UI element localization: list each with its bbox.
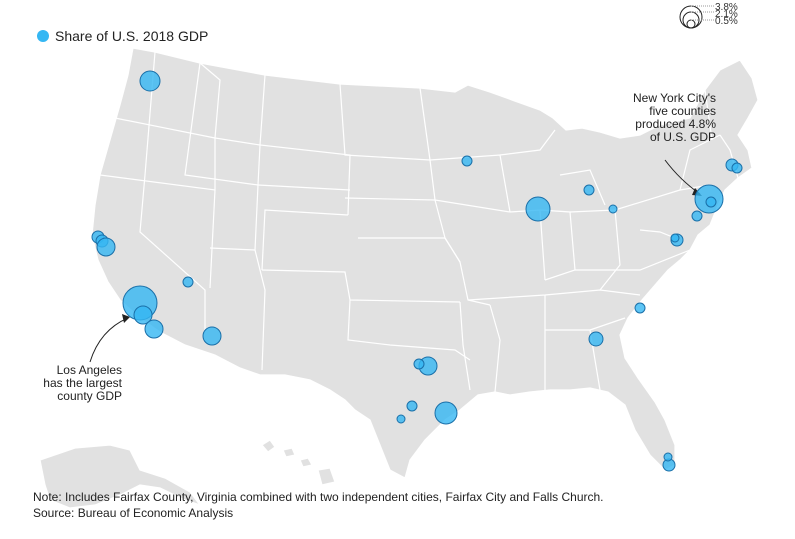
la-arrow <box>89 317 129 363</box>
alaska-land <box>39 444 202 509</box>
nyc-annotation-line: of U.S. GDP <box>649 130 716 144</box>
legend-dot-icon <box>37 30 49 42</box>
bubble-hennepin <box>461 155 473 167</box>
la-annotation-line: has the largest <box>43 376 122 390</box>
bubble-clark-county <box>182 276 194 288</box>
bubble-oakland <box>583 184 595 196</box>
note-text: Note: Includes Fairfax County, Virginia … <box>33 490 604 504</box>
bubble-bexar <box>396 414 406 424</box>
nyc-annotation: New York City's five counties produced 4… <box>596 92 716 144</box>
hawaii-land <box>261 439 336 486</box>
bubble-philadelphia <box>691 210 703 222</box>
bubble-san-diego <box>144 319 164 339</box>
gdp-bubbles <box>91 70 743 472</box>
bubble-suffolk-ma <box>731 162 743 174</box>
state-borders <box>99 51 739 393</box>
legend-label: Share of U.S. 2018 GDP <box>55 28 209 44</box>
bubble-alameda <box>96 237 116 257</box>
footnote: Note: Includes Fairfax County, Virginia … <box>33 489 604 521</box>
la-arrowhead <box>122 314 130 323</box>
size-legend-label-mid: 2.1% <box>715 9 738 20</box>
size-legend-label-large: 3.8% <box>715 2 738 13</box>
nyc-annotation-line: produced 4.8% <box>635 117 716 131</box>
bubble-nassau <box>705 196 717 208</box>
size-legend-label-small: 0.5% <box>715 16 738 27</box>
bubble-mecklenburg <box>634 302 646 314</box>
bubble-allegheny <box>608 204 618 214</box>
la-annotation-line: county GDP <box>57 389 122 403</box>
us-land <box>91 47 759 479</box>
source-text: Source: Bureau of Economic Analysis <box>33 506 234 520</box>
la-annotation: Los Angeles has the largest county GDP <box>22 364 122 403</box>
bubble-king-county <box>139 70 161 92</box>
bubble-tarrant <box>413 358 425 370</box>
nyc-annotation-line: five counties <box>649 104 716 118</box>
bubble-harris <box>434 401 458 425</box>
bubble-maricopa <box>202 326 222 346</box>
size-legend: 3.8% 2.1% 0.5% <box>676 2 756 32</box>
nyc-annotation-line: New York City's <box>633 91 716 105</box>
bubble-orange-county <box>133 305 153 325</box>
la-annotation-line: Los Angeles <box>56 363 122 377</box>
bubble-travis <box>406 400 418 412</box>
bubble-dc <box>670 233 680 243</box>
size-legend-small-circle <box>686 19 696 29</box>
bubble-fulton <box>588 331 604 347</box>
color-legend: Share of U.S. 2018 GDP <box>37 28 208 44</box>
bubble-broward <box>663 452 673 462</box>
bubble-cook-county <box>525 196 551 222</box>
